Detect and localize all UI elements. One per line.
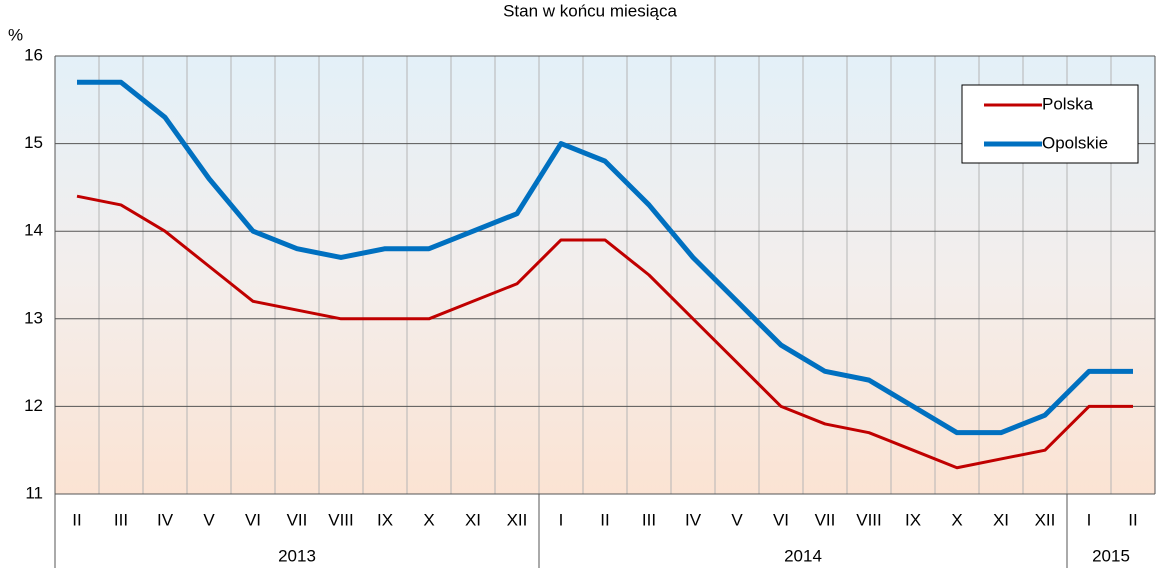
- x-tick-label: XII: [1035, 510, 1056, 529]
- x-tick-label: I: [559, 510, 564, 529]
- x-group-label: 2013: [278, 546, 316, 565]
- y-axis-label: %: [8, 25, 23, 44]
- legend-box: [961, 84, 1139, 164]
- series-line: [77, 79, 1133, 436]
- x-tick-label: XI: [993, 510, 1009, 529]
- series-line: [76, 194, 1133, 470]
- x-tick-label: VII: [287, 510, 308, 529]
- y-tick-label: 14: [24, 221, 43, 240]
- x-tick-label: IX: [377, 510, 393, 529]
- legend-label: Polska: [1042, 94, 1094, 113]
- x-tick-label: VIII: [856, 510, 882, 529]
- y-tick-label: 13: [24, 308, 43, 327]
- y-tick-label: 15: [24, 133, 43, 152]
- x-tick-label: VI: [773, 510, 789, 529]
- x-tick-label: III: [642, 510, 656, 529]
- x-tick-label: XI: [465, 510, 481, 529]
- x-tick-label: IV: [685, 510, 702, 529]
- x-group-label: 2015: [1092, 546, 1130, 565]
- x-tick-label: IX: [905, 510, 921, 529]
- x-group-label: 2014: [784, 546, 822, 565]
- x-tick-label: X: [951, 510, 962, 529]
- x-tick-label: VI: [245, 510, 261, 529]
- y-tick-label: 16: [24, 45, 43, 64]
- y-tick-label: 11: [25, 483, 43, 502]
- x-tick-label: I: [1087, 510, 1092, 529]
- x-tick-label: XII: [507, 510, 528, 529]
- x-tick-label: V: [731, 510, 743, 529]
- legend-label: Opolskie: [1042, 133, 1108, 152]
- x-tick-label: IV: [157, 510, 174, 529]
- x-tick-label: VII: [815, 510, 836, 529]
- chart-title: Stan w końcu miesiąca: [503, 1, 677, 20]
- x-tick-label: III: [114, 510, 128, 529]
- x-tick-label: V: [203, 510, 215, 529]
- x-tick-label: VIII: [328, 510, 354, 529]
- x-tick-label: X: [423, 510, 434, 529]
- y-tick-label: 12: [24, 396, 43, 415]
- x-tick-label: II: [72, 510, 81, 529]
- x-tick-label: II: [1128, 510, 1137, 529]
- x-tick-label: II: [600, 510, 609, 529]
